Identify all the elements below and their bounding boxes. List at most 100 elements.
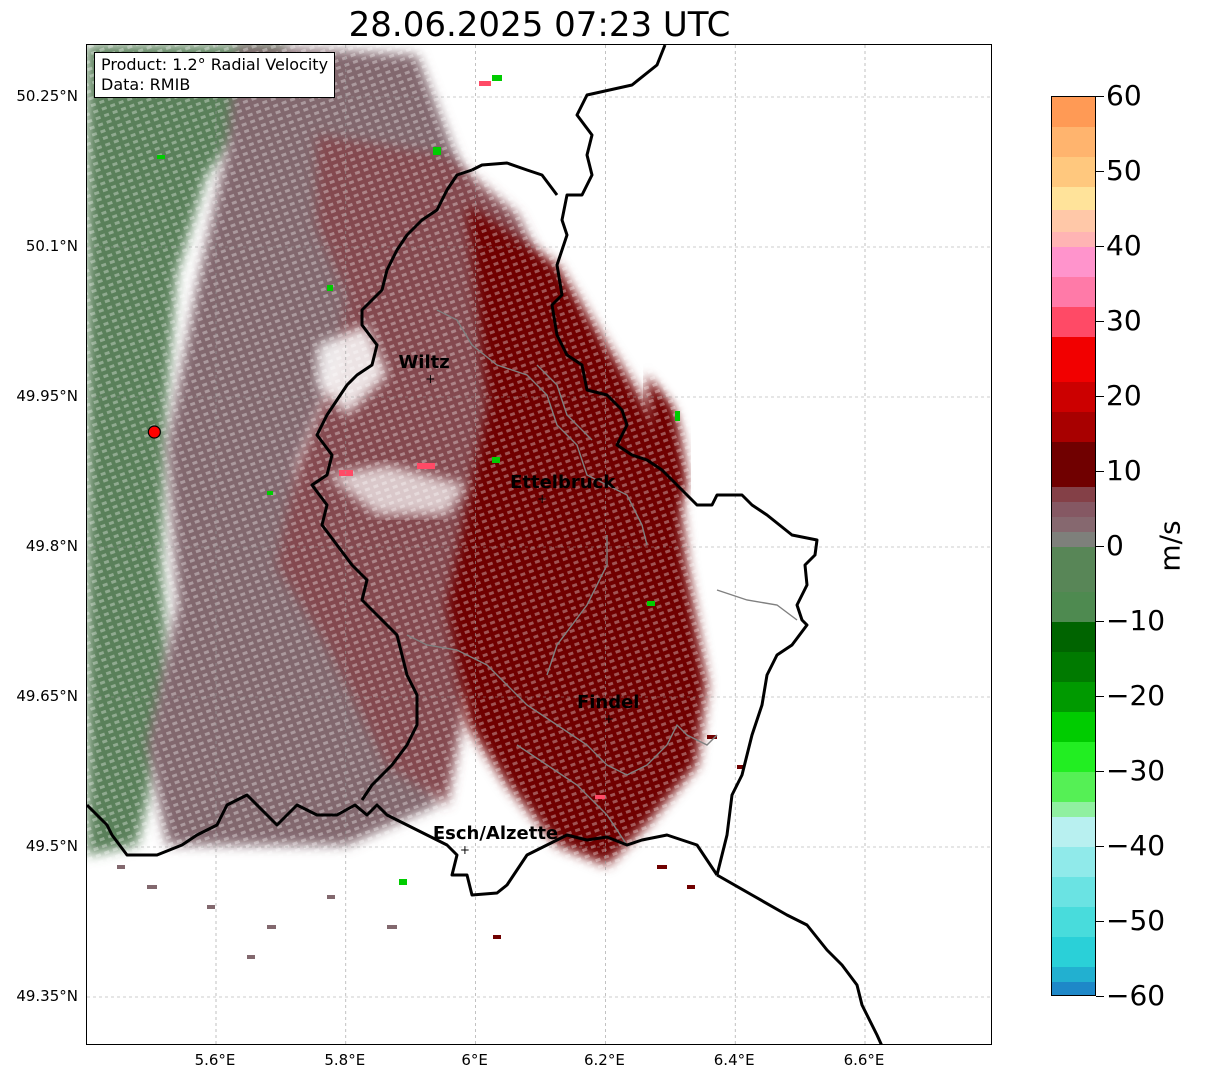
- colorbar-segment: [1052, 967, 1095, 983]
- colorbar-segment: [1052, 127, 1095, 158]
- no-data-south: [87, 915, 990, 1044]
- colorbar-tick-label: −50: [1106, 904, 1166, 937]
- city-label: Findel: [576, 692, 640, 713]
- colorbar-tick: [1096, 771, 1104, 772]
- velocity-gate: [657, 865, 667, 869]
- border-de: [550, 45, 819, 876]
- river: [406, 634, 718, 776]
- velocity-gate: [417, 463, 435, 469]
- rivers: [406, 309, 798, 846]
- border-de-fr: [716, 873, 883, 1044]
- radar-map[interactable]: [86, 44, 992, 1045]
- colorbar-tick: [1096, 621, 1104, 622]
- velocity-gate: [327, 285, 333, 291]
- colorbar-tick: [1096, 471, 1104, 472]
- colorbar-segment: [1052, 502, 1095, 518]
- page-title: 28.06.2025 07:23 UTC: [348, 5, 731, 45]
- velocity-gate: [737, 765, 745, 769]
- no-data-gap: [327, 465, 467, 515]
- latitude-tick-label: 49.95°N: [16, 387, 78, 405]
- colorbar-segment: [1052, 802, 1095, 818]
- velocity-gate: [492, 457, 500, 463]
- velocity-gate: [267, 925, 276, 929]
- velocity-gate: [647, 601, 655, 606]
- city-marker: +: [425, 372, 436, 386]
- no-data-east: [507, 45, 991, 1044]
- river: [516, 744, 628, 846]
- velocity-gate: [247, 955, 255, 959]
- city-label: Esch/Alzette: [432, 823, 559, 844]
- colorbar-tick: [1096, 246, 1104, 247]
- colorbar-tick-label: −10: [1106, 604, 1166, 637]
- colorbar-tick-label: 50: [1106, 154, 1142, 187]
- latitude-tick-label: 49.65°N: [16, 687, 78, 705]
- city-label: Wiltz: [398, 352, 450, 373]
- velocity-gate: [207, 905, 215, 909]
- latitude-tick-label: 49.5°N: [25, 837, 78, 855]
- longitude-tick-label: 6°E: [461, 1051, 488, 1069]
- colorbar-segment: [1052, 982, 1095, 995]
- latitude-tick-label: 49.8°N: [25, 537, 78, 555]
- border-be-lu: [310, 168, 473, 801]
- colorbar-tick: [1096, 921, 1104, 922]
- colorbar-segment: [1052, 97, 1095, 128]
- colorbar-segment: [1052, 532, 1095, 548]
- colorbar-segment: [1052, 937, 1095, 968]
- velocity-gate: [493, 935, 501, 939]
- colorbar-tick: [1096, 996, 1104, 997]
- velocity-gate: [687, 885, 695, 889]
- latitude-tick-label: 49.35°N: [16, 987, 78, 1005]
- colorbar-segment: [1052, 622, 1095, 653]
- colorbar-segment: [1052, 382, 1095, 413]
- velocity-gate: [433, 147, 441, 155]
- product-info-box: Product: 1.2° Radial Velocity Data: RMIB: [94, 52, 336, 98]
- colorbar-unit-label: m/s: [1153, 520, 1187, 572]
- velocity-gate: [595, 795, 605, 799]
- longitude-tick-label: 5.6°E: [194, 1051, 236, 1069]
- colorbar-tick: [1096, 546, 1104, 547]
- colorbar-tick-label: −30: [1106, 754, 1166, 787]
- velocity-gate: [707, 735, 717, 739]
- river: [546, 535, 608, 676]
- colorbar-segment: [1052, 209, 1095, 233]
- colorbar-tick-label: −20: [1106, 679, 1166, 712]
- colorbar-segment: [1052, 232, 1095, 248]
- city-label: Ettelbruck: [510, 472, 616, 493]
- longitude-tick-label: 6.4°E: [713, 1051, 755, 1069]
- river: [716, 589, 798, 621]
- city-marker: +: [603, 712, 614, 726]
- velocity-gate: [492, 75, 502, 81]
- velocity-gate: [479, 81, 491, 86]
- city-marker: +: [459, 843, 470, 857]
- velocity-gate: [387, 925, 397, 929]
- colorbar-segment: [1052, 442, 1095, 488]
- longitude-tick-label: 6.6°E: [843, 1051, 885, 1069]
- velocity-gate: [399, 879, 407, 885]
- radar-site-marker[interactable]: [147, 425, 161, 439]
- colorbar-segment: [1052, 307, 1095, 338]
- longitude-tick-label: 6.2°E: [583, 1051, 625, 1069]
- colorbar-tick-label: 0: [1106, 529, 1124, 562]
- river: [536, 364, 593, 441]
- longitude-tick-label: 5.8°E: [324, 1051, 366, 1069]
- velocity-field: [87, 45, 991, 1044]
- velocity-gate: [147, 885, 157, 889]
- colorbar-segment: [1052, 817, 1095, 848]
- colorbar-tick-label: 20: [1106, 379, 1142, 412]
- river: [436, 309, 648, 546]
- border-be-de: [471, 161, 559, 196]
- product-label: Product: 1.2° Radial Velocity: [101, 55, 329, 74]
- colorbar-tick: [1096, 321, 1104, 322]
- colorbar-segment: [1052, 847, 1095, 878]
- no-data-gap: [317, 325, 387, 415]
- colorbar-tick-label: 40: [1106, 229, 1142, 262]
- velocity-gate: [267, 491, 273, 495]
- colorbar-tick: [1096, 396, 1104, 397]
- colorbar-tick: [1096, 96, 1104, 97]
- colorbar-segment: [1052, 592, 1095, 623]
- colorbar-segment: [1052, 772, 1095, 803]
- velocity-gate: [157, 155, 165, 159]
- colorbar-tick-label: 10: [1106, 454, 1142, 487]
- colorbar-segment: [1052, 187, 1095, 210]
- latitude-tick-label: 50.25°N: [16, 87, 78, 105]
